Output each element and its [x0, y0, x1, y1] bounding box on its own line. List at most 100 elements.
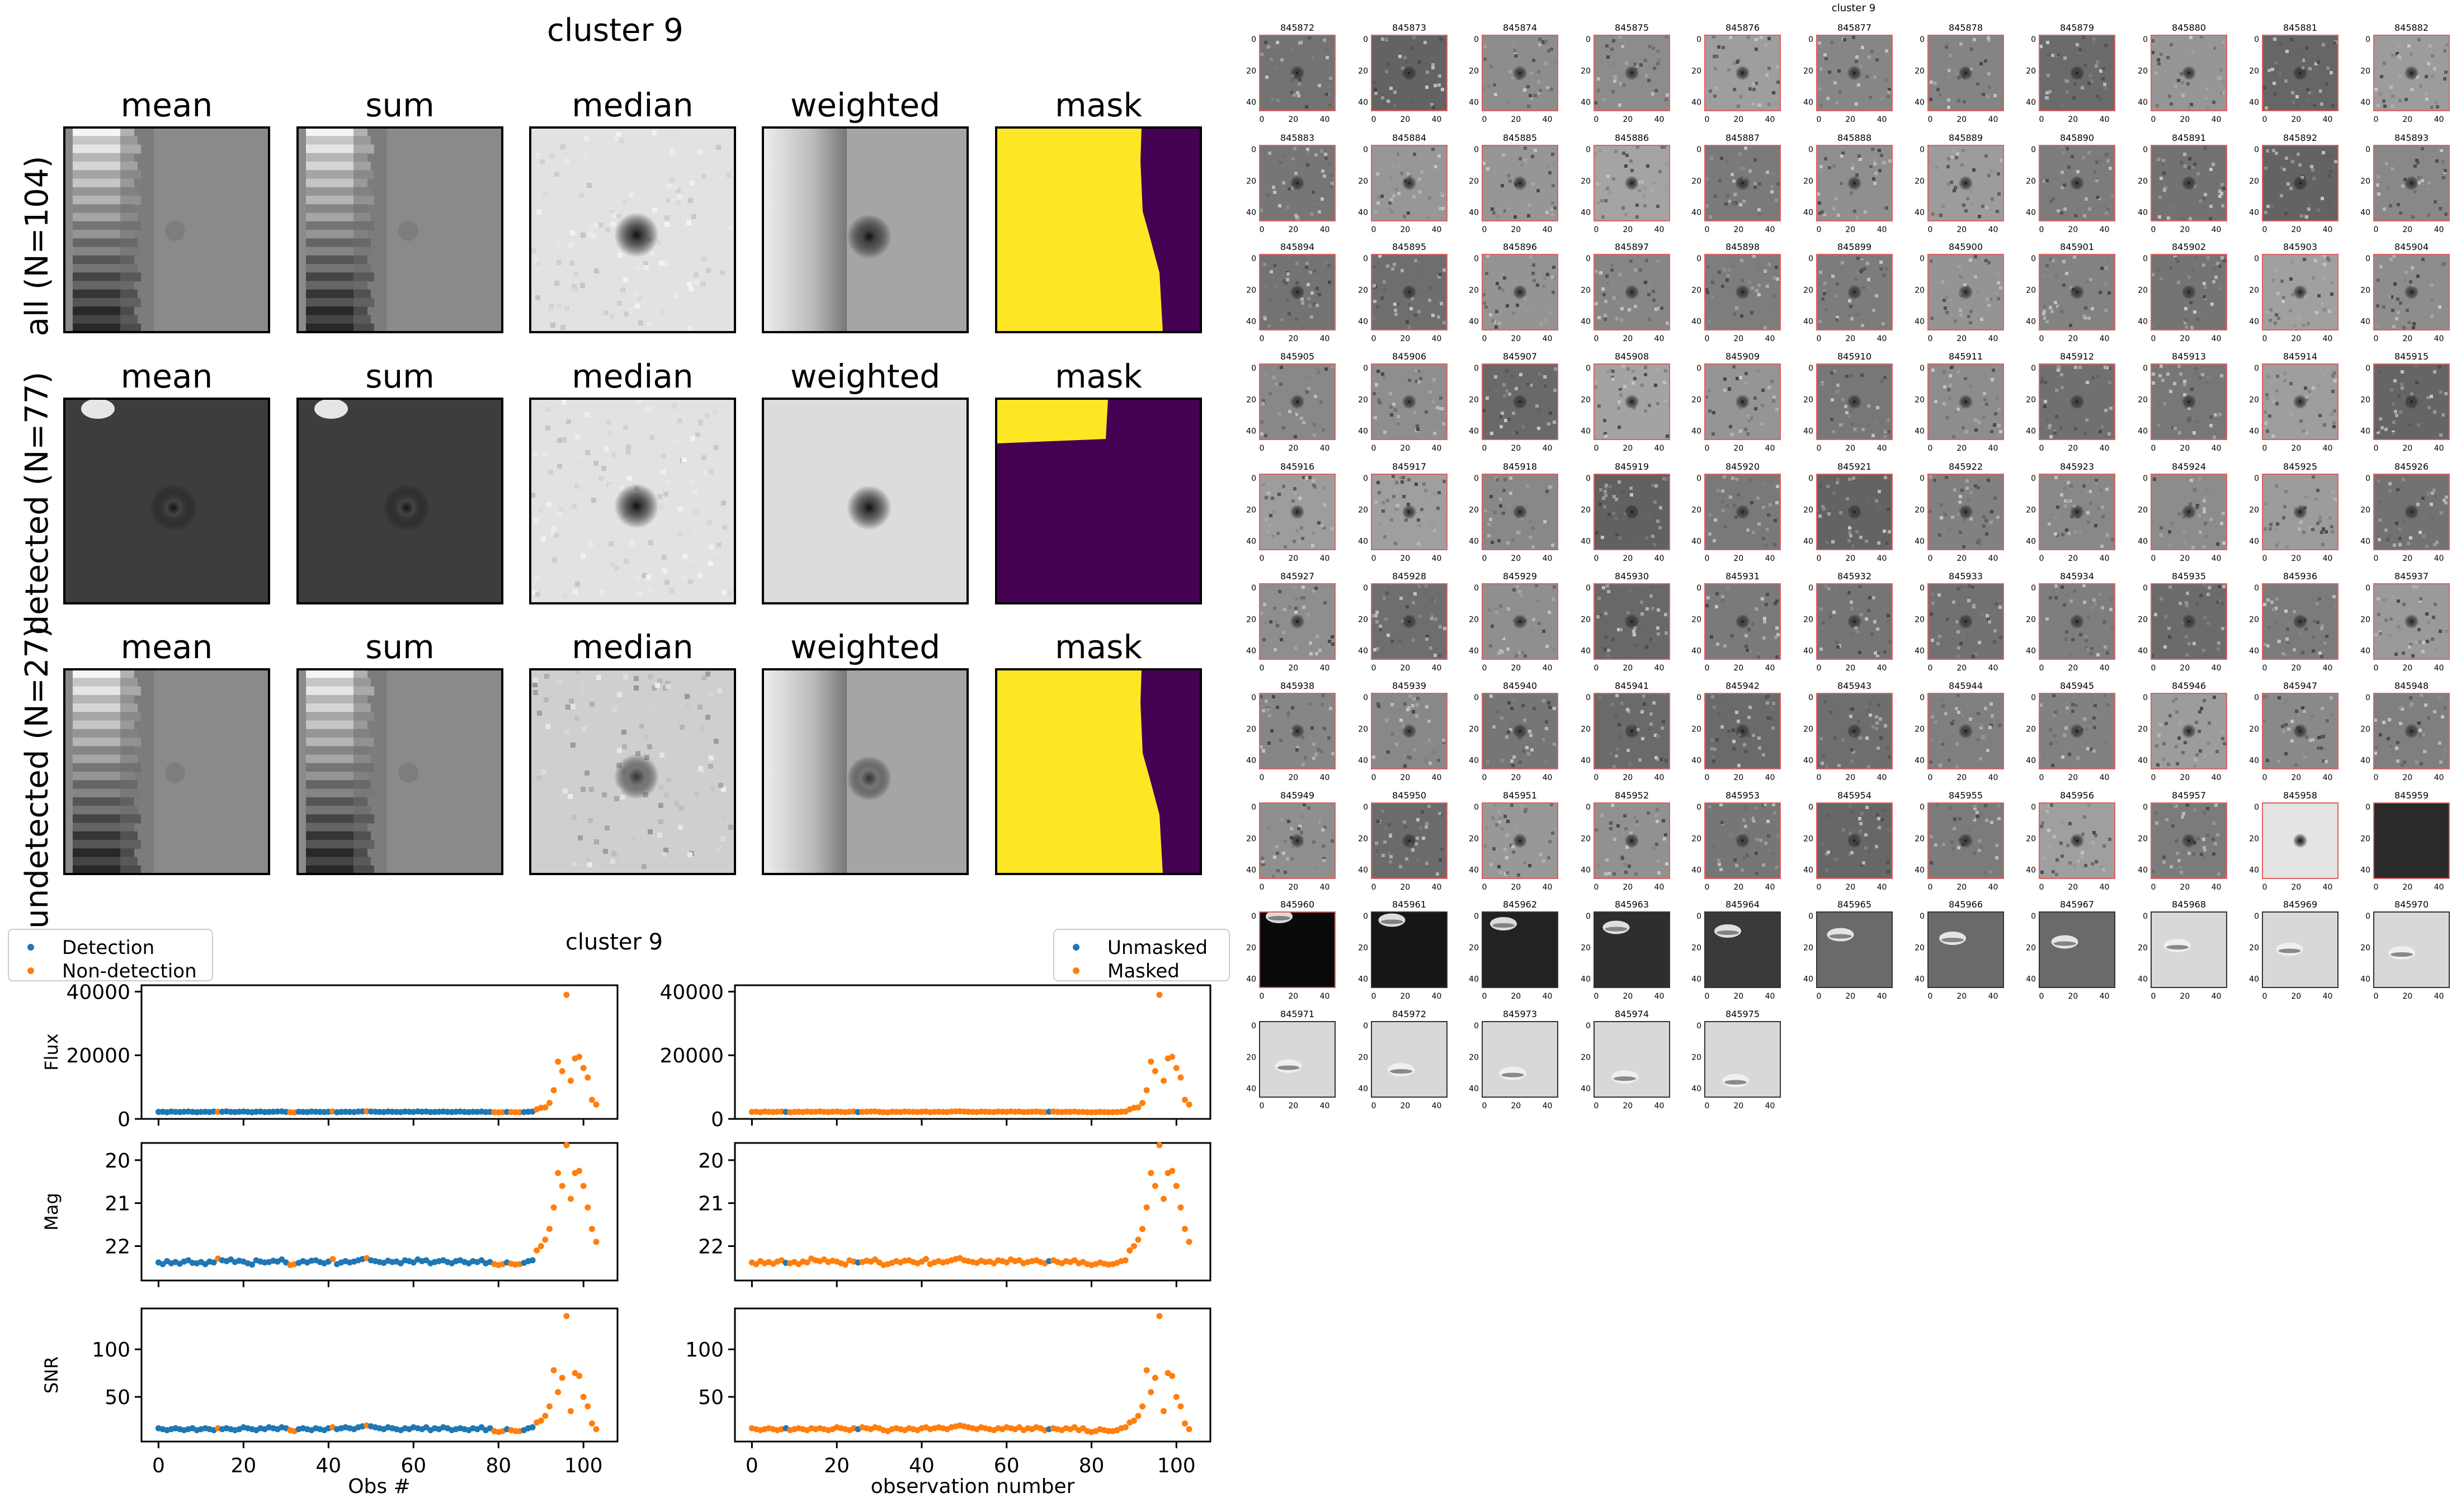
noise-pixel [1652, 299, 1656, 302]
noise-pixel [1553, 206, 1557, 210]
noise-pixel [538, 507, 543, 512]
noise-pixel [1878, 507, 1882, 511]
noise-pixel [2392, 432, 2395, 436]
noise-pixel [1602, 98, 1605, 101]
noise-pixel [1403, 56, 1407, 59]
noise-pixel [1378, 491, 1381, 494]
noise-pixel [1867, 278, 1870, 281]
noise-pixel [1872, 177, 1875, 181]
cutout-x-tick: 0 [2039, 225, 2044, 234]
cutout-source [1624, 394, 1639, 409]
noise-pixel [1960, 489, 1964, 492]
noise-pixel [1945, 45, 1948, 49]
noise-pixel [1955, 765, 1959, 768]
noise-pixel [1885, 267, 1888, 271]
noise-pixel [1934, 82, 1937, 85]
noise-pixel [1871, 434, 1875, 437]
cutout-x-tick: 20 [1845, 444, 1855, 453]
noise-pixel [1301, 537, 1304, 540]
noise-pixel [1776, 485, 1779, 488]
noise-pixel [1992, 368, 1995, 372]
noise-pixel [1438, 74, 1441, 78]
cutout-y-tick: 20 [1915, 395, 1925, 404]
noise-pixel [1274, 296, 1277, 299]
cutout-label: 845910 [1837, 351, 1871, 362]
noise-pixel [1852, 476, 1855, 480]
noise-pixel [1331, 642, 1335, 646]
cutout-x-tick: 20 [1400, 334, 1410, 343]
noise-pixel [1977, 712, 1980, 715]
noise-pixel [2048, 426, 2051, 429]
noise-pixel [648, 540, 653, 545]
noise-pixel [1412, 639, 1415, 642]
noise-pixel [1505, 369, 1508, 372]
noise-pixel [1998, 89, 2001, 93]
cutout-y-tick: 20 [2249, 67, 2259, 75]
noise-pixel [1389, 87, 1393, 90]
noise-pixel [543, 453, 548, 458]
noise-pixel [2430, 106, 2434, 109]
noise-pixel [2161, 300, 2164, 303]
noise-pixel [1629, 486, 1633, 490]
noise-pixel [662, 852, 667, 857]
noise-pixel [2110, 598, 2114, 601]
data-point [1156, 1313, 1163, 1320]
noise-pixel [1941, 205, 1945, 208]
noise-pixel [672, 404, 677, 409]
column-title: sum [365, 628, 434, 666]
cutout-source [1847, 504, 1862, 519]
noise-pixel [1996, 254, 2000, 258]
noise-pixel [1398, 164, 1401, 168]
noise-pixel [2060, 493, 2063, 497]
noise-pixel [1300, 741, 1303, 744]
noise-pixel [1533, 707, 1536, 710]
noise-pixel [1705, 604, 1709, 607]
noise-pixel [2065, 594, 2068, 597]
noise-pixel [564, 729, 569, 734]
noise-pixel [1427, 216, 1430, 219]
noise-pixel [1424, 741, 1427, 745]
noise-pixel [2377, 613, 2380, 616]
cutout-label: 845885 [1503, 133, 1537, 143]
cutout-source [2404, 176, 2419, 191]
noise-pixel [2316, 602, 2319, 606]
image-frame [529, 126, 736, 333]
noise-pixel [2196, 504, 2199, 507]
noise-pixel [1979, 380, 1982, 384]
noise-pixel [2177, 512, 2181, 516]
data-point [1139, 1100, 1146, 1107]
noise-pixel [2203, 197, 2206, 200]
noise-pixel [1265, 284, 1268, 287]
noise-pixel [1979, 726, 1983, 729]
noise-pixel [1260, 420, 1263, 424]
noise-pixel [2049, 200, 2053, 203]
noise-pixel [1384, 617, 1388, 621]
noise-pixel [2216, 262, 2219, 265]
noise-pixel [2169, 266, 2172, 270]
noise-pixel [1708, 513, 1712, 516]
noise-pixel [1835, 197, 1838, 200]
noise-pixel [2214, 413, 2217, 417]
data-point [534, 1247, 540, 1254]
noise-pixel [1653, 500, 1657, 504]
noise-pixel [1387, 100, 1390, 103]
noise-pixel [2170, 43, 2173, 46]
noise-pixel [2433, 67, 2436, 70]
noise-pixel [697, 705, 703, 710]
noise-pixel [1397, 192, 1401, 195]
noise-pixel [1439, 273, 1442, 276]
cutout-y-tick: 0 [1808, 145, 1813, 154]
noise-pixel [1645, 259, 1648, 262]
noise-pixel [1653, 543, 1656, 546]
noise-pixel [694, 791, 699, 796]
noise-pixel [611, 221, 616, 226]
noise-pixel [563, 594, 568, 599]
noise-pixel [2205, 97, 2208, 100]
cutout-y-tick: 40 [1803, 98, 1813, 107]
cutout-x-tick: 40 [1988, 444, 1998, 453]
noise-pixel [2441, 413, 2445, 417]
noise-pixel [1776, 65, 1779, 69]
noise-pixel [2063, 56, 2067, 60]
noise-pixel [1417, 542, 1420, 545]
